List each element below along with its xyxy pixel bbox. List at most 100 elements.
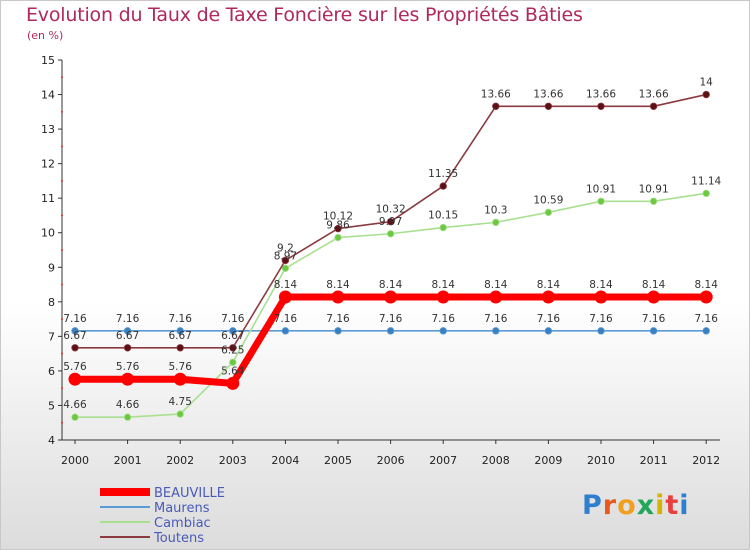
data-label-cambiac: 4.66 <box>116 399 140 411</box>
y-tick-label: 7 <box>48 330 55 343</box>
data-label-toutens: 13.66 <box>533 88 563 100</box>
data-label-beauville: 8.14 <box>484 279 508 291</box>
point-beauville <box>594 290 608 304</box>
data-label-toutens: 6.67 <box>221 330 244 342</box>
data-label-cambiac: 10.3 <box>484 204 507 216</box>
y-tick-label: 12 <box>41 158 55 171</box>
point-toutens <box>597 102 605 110</box>
proxiti-logo: Proxiti <box>582 490 690 521</box>
x-tick-label: 2010 <box>587 454 615 467</box>
point-toutens <box>649 102 658 110</box>
y-minor-tick <box>61 421 63 424</box>
y-tick-label: 15 <box>41 54 55 67</box>
point-toutens <box>544 102 553 110</box>
x-tick-label: 2007 <box>429 454 457 467</box>
data-label-toutens: 9.2 <box>277 242 294 254</box>
x-tick-label: 2004 <box>271 454 299 467</box>
data-label-cambiac: 10.15 <box>428 210 458 222</box>
logo-letter: i <box>679 490 690 521</box>
data-label-maurens: 7.16 <box>274 313 298 325</box>
point-maurens <box>176 327 184 335</box>
y-tick-label: 6 <box>48 365 55 378</box>
data-label-toutens: 13.66 <box>586 88 616 100</box>
data-labels: 7.16 7.16 7.16 7.16 7.16 7.16 7.16 7.16 7.16 7.16… <box>63 77 721 412</box>
y-minor-tick <box>61 214 63 217</box>
data-label-cambiac: 9.86 <box>326 220 350 232</box>
point-beauville <box>226 376 240 390</box>
logo-letter: o <box>617 490 637 521</box>
data-label-beauville: 8.14 <box>274 279 298 291</box>
y-minor-tick <box>61 283 63 286</box>
data-label-beauville: 5.76 <box>116 361 140 373</box>
point-cambiac <box>229 358 237 366</box>
point-beauville <box>541 290 555 304</box>
x-tick-label: 2006 <box>377 454 405 467</box>
x-tick-label: 2012 <box>692 454 720 467</box>
data-label-maurens: 7.16 <box>221 313 245 325</box>
x-tick-label: 2001 <box>114 454 142 467</box>
y-tick-label: 10 <box>41 227 55 240</box>
y-tick-label: 9 <box>48 261 55 274</box>
point-toutens <box>439 182 447 190</box>
point-beauville <box>173 372 187 386</box>
data-label-maurens: 7.16 <box>379 313 403 325</box>
data-label-maurens: 7.16 <box>326 313 350 325</box>
data-label-maurens: 7.16 <box>484 313 508 325</box>
data-label-beauville: 5.76 <box>63 361 87 373</box>
point-cambiac <box>439 223 447 232</box>
point-maurens <box>597 327 605 335</box>
data-label-toutens: 6.67 <box>63 330 86 342</box>
axes: 4 5 6 7 8 9 10 11 12 13 14 15 2000 2001 2002 2003 2004 20… <box>41 54 720 467</box>
legend-label-beauville: BEAUVILLE <box>154 486 225 501</box>
point-cambiac <box>281 264 290 273</box>
data-label-cambiac: 4.66 <box>63 399 87 411</box>
data-label-maurens: 7.16 <box>642 313 666 325</box>
data-label-cambiac: 8.97 <box>274 250 297 262</box>
point-beauville <box>278 290 292 304</box>
x-tick-label: 2000 <box>61 454 89 467</box>
data-label-beauville: 8.14 <box>432 279 456 291</box>
x-tick-label: 2008 <box>482 454 510 467</box>
point-cambiac <box>649 197 658 205</box>
point-maurens <box>544 327 553 335</box>
data-label-cambiac: 4.75 <box>169 396 192 408</box>
point-cambiac <box>544 208 553 217</box>
point-beauville <box>436 290 450 304</box>
point-cambiac <box>71 413 79 421</box>
point-cambiac <box>334 233 342 242</box>
data-label-maurens: 7.16 <box>63 313 87 325</box>
point-maurens <box>386 327 395 335</box>
data-label-cambiac: 10.59 <box>533 194 563 206</box>
logo-letter: t <box>665 490 680 521</box>
point-beauville <box>68 372 82 386</box>
y-minor-tick <box>61 179 63 182</box>
data-label-toutens: 14 <box>700 77 714 89</box>
data-label-beauville: 8.14 <box>379 279 403 291</box>
data-label-cambiac: 11.14 <box>691 175 721 187</box>
data-label-maurens: 7.16 <box>537 313 561 325</box>
data-label-cambiac: 6.25 <box>221 344 244 356</box>
x-tick-label: 2005 <box>324 454 352 467</box>
legend-label-toutens: Toutens <box>153 531 204 546</box>
point-cambiac <box>597 197 605 205</box>
y-minor-tick <box>61 249 63 251</box>
logo-letter: r <box>602 490 618 521</box>
point-toutens <box>281 256 290 265</box>
data-label-beauville: 8.14 <box>589 279 613 291</box>
data-label-maurens: 7.16 <box>169 313 193 325</box>
x-tick-label: 2009 <box>534 454 562 467</box>
logo-letter: x <box>636 490 656 521</box>
x-tick-label: 2002 <box>166 454 194 467</box>
logo-letter: i <box>655 490 666 521</box>
data-label-maurens: 7.16 <box>116 313 140 325</box>
data-label-maurens: 7.16 <box>589 313 613 325</box>
point-maurens <box>71 327 79 335</box>
point-toutens <box>229 344 237 352</box>
data-label-beauville: 8.14 <box>642 279 666 291</box>
data-label-toutens: 6.67 <box>116 330 139 342</box>
y-minor-tick <box>61 76 63 79</box>
point-maurens <box>281 327 290 335</box>
